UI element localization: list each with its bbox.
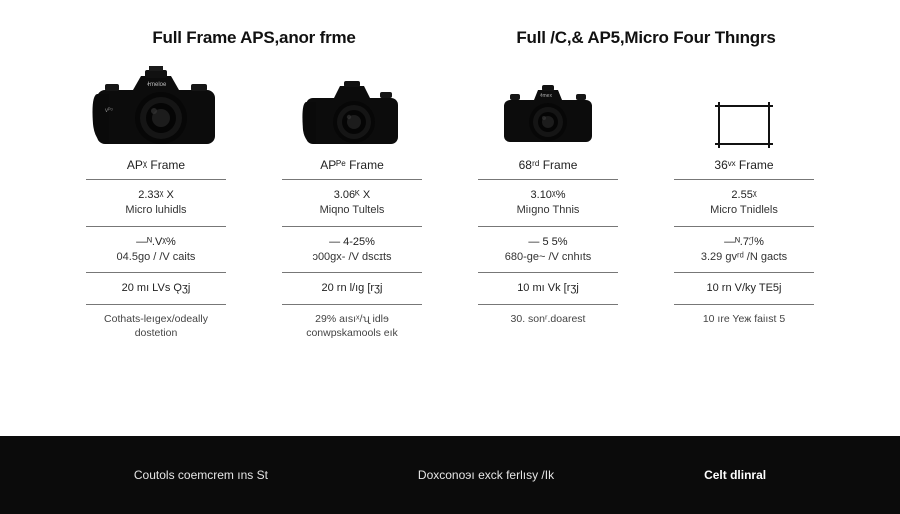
lens: 20 rn l/ıg [rʒj (282, 281, 422, 296)
lens: 20 mı LVs Ǫʒj (86, 281, 226, 296)
sensor-rect-icon (646, 62, 842, 148)
spec-block-4: 36ᵛˣ Frame 2.55ᵡ Micro Tnidlels —ᴺ.7ℐ% 3… (674, 148, 814, 335)
header-right: Full /C,& AP5,Micro Four Thıngrs (450, 28, 842, 48)
pct-block: — 4-25% ɔ00gx- /V dscɪts (282, 227, 422, 274)
lens-block: 10 mı Vk [rʒj (478, 273, 618, 305)
pct-sub: 3.29 gvʳᵈ /N gacts (674, 250, 814, 265)
lens-block: 20 rn l/ıg [rʒj (282, 273, 422, 305)
pct-sub: ɔ00gx- /V dscɪts (282, 250, 422, 265)
sensor-title: 36ᵛˣ Frame (674, 158, 814, 180)
camera-icon-dslr-large: Ꮠmeloe vᴾᵒ (58, 62, 254, 148)
columns: Ꮠmeloe vᴾᵒ APᵡ Frame 2.33ᵡ X Micro luhid… (58, 62, 842, 341)
sensor-title: APᵡ Frame (86, 158, 226, 180)
comparison-content: Full Frame APS,anor frme Full /C,& AP5,M… (0, 0, 900, 436)
crop-factor: 2.55ᵡ (674, 188, 814, 203)
crop-block: 3.10ᵡ% Miıgno Thnis (478, 180, 618, 227)
pct: —ᴺ.Vᵡ% (86, 235, 226, 250)
crop-block: 3.06ᴷ X Miqno Tultels (282, 180, 422, 227)
sensor-title: APᴾᵉ Frame (282, 158, 422, 180)
column-2: APᴾᵉ Frame 3.06ᴷ X Miqno Tultels — 4-25%… (254, 62, 450, 341)
crop-sub: Micro luhidls (86, 203, 226, 218)
crop-sub: Micro Tnidlels (674, 203, 814, 218)
lens: 10 rn V/ky TE5j (674, 281, 814, 296)
pct-sub: 04.5ɡo / /V caits (86, 250, 226, 265)
crop-factor: 3.06ᴷ X (282, 188, 422, 203)
crop-sub: Miqno Tultels (282, 203, 422, 218)
svg-text:Ꮠmeloe: Ꮠmeloe (147, 81, 167, 88)
column-4: 36ᵛˣ Frame 2.55ᵡ Micro Tnidlels —ᴺ.7ℐ% 3… (646, 62, 842, 341)
footer-item-2: Doxconoэı exck ferlısy /Ik (418, 468, 554, 482)
pct-block: — 5 5% 680-ge~ /V cnhıts (478, 227, 618, 274)
pct: —ᴺ.7ℐ% (674, 235, 814, 250)
spec-block-3: 68ʳᵈ Frame 3.10ᵡ% Miıgno Thnis — 5 5% 68… (478, 148, 618, 335)
crop-block: 2.33ᵡ X Micro luhidls (86, 180, 226, 227)
sensor-title: 68ʳᵈ Frame (478, 158, 618, 180)
spec-block-1: APᵡ Frame 2.33ᵡ X Micro luhidls —ᴺ.Vᵡ% 0… (86, 148, 226, 341)
footer-bar: Coutols coemcrem ıns St Doxconoэı exck f… (0, 436, 900, 514)
header-row: Full Frame APS,anor frme Full /C,& AP5,M… (58, 28, 842, 48)
note: 29% aısıˣ/ʯ idlɘ conwpskamools eık (282, 305, 422, 340)
svg-text:Ꮠmex: Ꮠmex (540, 93, 552, 99)
column-3: Ꮠmex 68ʳᵈ Frame 3.10ᵡ% Miıgno Thnis — 5 … (450, 62, 646, 341)
camera-icon-dslr-medium (254, 62, 450, 148)
crop-factor: 3.10ᵡ% (478, 188, 618, 203)
column-1: Ꮠmeloe vᴾᵒ APᵡ Frame 2.33ᵡ X Micro luhid… (58, 62, 254, 341)
crop-factor: 2.33ᵡ X (86, 188, 226, 203)
lens-block: 20 mı LVs Ǫʒj (86, 273, 226, 305)
camera-icon-mirrorless: Ꮠmex (450, 62, 646, 148)
svg-text:vᴾᵒ: vᴾᵒ (105, 107, 114, 114)
note: 30. sonʳ.doarest (478, 305, 618, 335)
lens-block: 10 rn V/ky TE5j (674, 273, 814, 305)
page: Full Frame APS,anor frme Full /C,& AP5,M… (0, 0, 900, 514)
lens: 10 mı Vk [rʒj (478, 281, 618, 296)
crop-block: 2.55ᵡ Micro Tnidlels (674, 180, 814, 227)
pct-sub: 680-ge~ /V cnhıts (478, 250, 618, 265)
note: Cothats-leıgex/odeally dostetion (86, 305, 226, 340)
header-left: Full Frame APS,anor frme (58, 28, 450, 48)
spec-block-2: APᴾᵉ Frame 3.06ᴷ X Miqno Tultels — 4-25%… (282, 148, 422, 341)
pct-block: —ᴺ.Vᵡ% 04.5ɡo / /V caits (86, 227, 226, 274)
footer-item-1: Coutols coemcrem ıns St (134, 468, 268, 482)
pct: — 4-25% (282, 235, 422, 250)
note: 10 ıre Yeж faiıst 5 (674, 305, 814, 335)
pct-block: —ᴺ.7ℐ% 3.29 gvʳᵈ /N gacts (674, 227, 814, 274)
crop-sub: Miıgno Thnis (478, 203, 618, 218)
footer-item-3: Celt dlinral (704, 468, 766, 482)
pct: — 5 5% (478, 235, 618, 250)
